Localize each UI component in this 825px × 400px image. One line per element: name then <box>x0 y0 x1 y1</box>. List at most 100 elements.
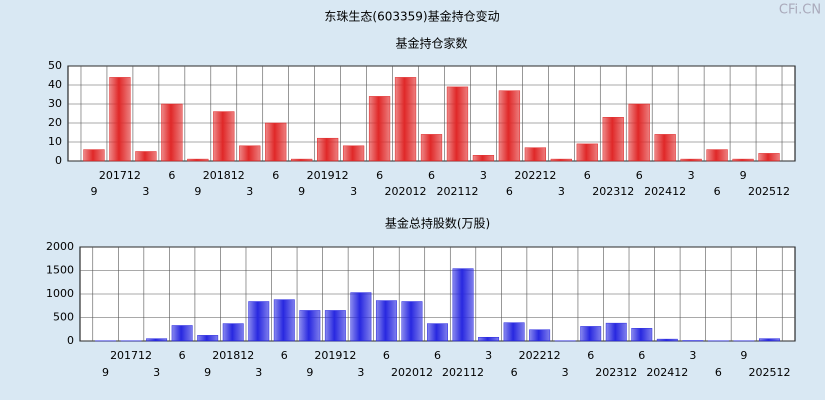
x-tick-label: 3 <box>562 366 569 379</box>
bar <box>265 122 287 162</box>
x-tick-label: 3 <box>357 366 364 379</box>
bar <box>109 77 131 162</box>
x-tick-label: 6 <box>168 169 175 182</box>
x-tick-label: 6 <box>714 185 721 198</box>
x-tick-label: 3 <box>558 185 565 198</box>
x-tick-label: 201912 <box>314 349 356 362</box>
bar <box>401 301 423 342</box>
bar <box>239 145 261 162</box>
bar <box>656 338 678 342</box>
bar <box>273 299 295 342</box>
x-tick-label: 201712 <box>110 349 152 362</box>
bar <box>576 143 598 162</box>
y-tick-label: 0 <box>55 154 62 167</box>
bar <box>602 117 624 162</box>
x-tick-label: 202012 <box>385 185 427 198</box>
bar <box>394 77 417 162</box>
bar <box>654 134 676 162</box>
x-tick-label: 201912 <box>307 169 349 182</box>
x-tick-label: 202512 <box>748 366 790 379</box>
x-tick-label: 3 <box>255 366 262 379</box>
bar <box>375 300 397 342</box>
y-tick-label: 10 <box>48 135 62 148</box>
bar <box>171 325 193 342</box>
x-tick-label: 201812 <box>212 349 254 362</box>
x-tick-label: 9 <box>740 349 747 362</box>
x-tick-label: 6 <box>434 349 441 362</box>
y-tick-label: 40 <box>48 78 62 91</box>
bar <box>631 328 653 342</box>
x-tick-label: 202412 <box>646 366 688 379</box>
x-tick-label: 3 <box>485 349 492 362</box>
x-tick-label: 202212 <box>514 169 556 182</box>
bar <box>350 292 372 342</box>
y-tick-label: 30 <box>48 97 62 110</box>
x-tick-label: 6 <box>638 349 645 362</box>
x-tick-label: 9 <box>90 185 97 198</box>
x-tick-label: 9 <box>740 169 747 182</box>
bar <box>758 153 780 162</box>
x-tick-label: 202012 <box>391 366 433 379</box>
x-tick-label: 6 <box>281 349 288 362</box>
x-tick-label: 9 <box>306 366 313 379</box>
bar <box>368 96 391 162</box>
x-tick-label: 201812 <box>203 169 245 182</box>
x-tick-label: 202512 <box>748 185 790 198</box>
x-tick-label: 6 <box>587 349 594 362</box>
x-tick-label: 9 <box>204 366 211 379</box>
x-tick-label: 202412 <box>644 185 686 198</box>
bar <box>324 310 346 342</box>
x-tick-label: 6 <box>383 349 390 362</box>
bar <box>342 145 365 162</box>
y-tick-label: 2000 <box>46 240 74 253</box>
watermark: CFi.CN <box>779 3 821 18</box>
bar <box>317 137 339 162</box>
x-tick-label: 6 <box>715 366 722 379</box>
bar <box>213 111 235 162</box>
x-tick-label: 202312 <box>595 366 637 379</box>
x-tick-label: 6 <box>511 366 518 379</box>
x-tick-label: 3 <box>142 185 149 198</box>
bar <box>680 158 702 162</box>
x-tick-label: 6 <box>272 169 279 182</box>
bar <box>529 329 551 342</box>
bar <box>248 301 270 342</box>
page-title: 东珠生态(603359)基金持仓变动 <box>324 9 499 24</box>
chart-title: 基金持仓家数 <box>395 36 467 51</box>
y-tick-label: 0 <box>67 334 74 347</box>
bar <box>427 323 448 342</box>
x-tick-label: 3 <box>153 366 160 379</box>
y-tick-label: 50 <box>48 59 62 72</box>
bar <box>420 134 443 162</box>
bar <box>706 149 728 162</box>
x-tick-label: 9 <box>102 366 109 379</box>
bar <box>146 338 168 342</box>
bar <box>135 151 157 162</box>
x-tick-label: 3 <box>689 349 696 362</box>
x-tick-label: 202112 <box>436 185 478 198</box>
x-tick-label: 6 <box>506 185 513 198</box>
x-tick-label: 3 <box>688 169 695 182</box>
bar <box>503 322 525 342</box>
bar <box>197 335 219 342</box>
x-tick-label: 202212 <box>519 349 561 362</box>
bar <box>187 158 209 162</box>
bar <box>605 322 627 342</box>
bar <box>452 268 474 342</box>
y-tick-label: 500 <box>53 311 74 324</box>
x-tick-label: 202112 <box>442 366 484 379</box>
bar <box>732 158 754 162</box>
bar <box>498 90 521 162</box>
x-tick-label: 6 <box>428 169 435 182</box>
bar <box>446 86 469 162</box>
bar <box>291 158 313 162</box>
y-tick-label: 20 <box>48 116 62 129</box>
y-tick-label: 1500 <box>46 264 74 277</box>
x-tick-label: 6 <box>636 169 643 182</box>
x-tick-label: 3 <box>480 169 487 182</box>
x-tick-label: 6 <box>179 349 186 362</box>
chart-title: 基金总持股数(万股) <box>385 216 490 231</box>
x-tick-label: 9 <box>298 185 305 198</box>
bar <box>628 103 650 162</box>
